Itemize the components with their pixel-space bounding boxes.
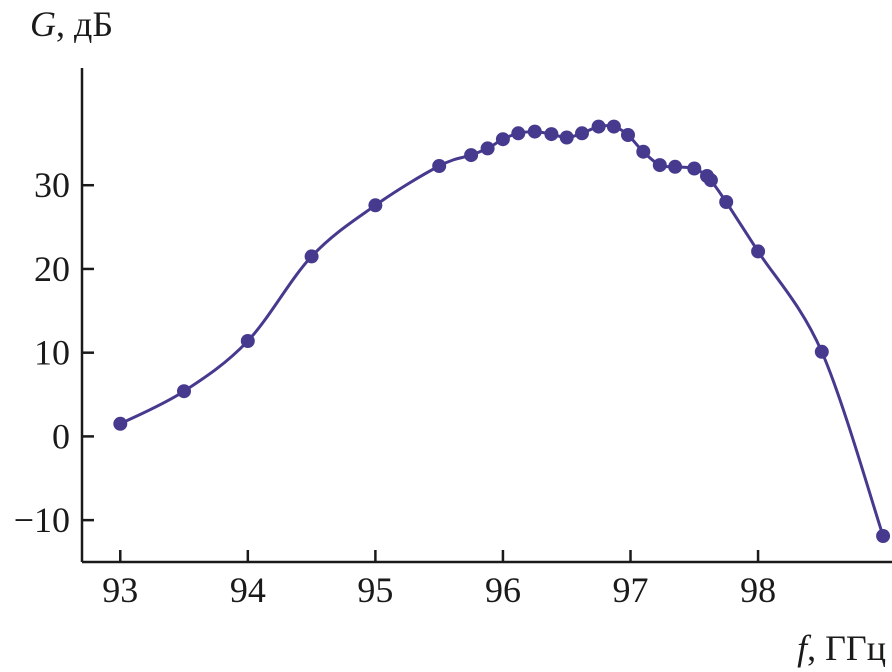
data-point [687, 161, 702, 176]
data-point [304, 249, 319, 264]
x-tick-label: 93 [102, 570, 138, 610]
data-point [876, 529, 891, 543]
gain-curve [119, 124, 885, 537]
data-point [113, 416, 128, 431]
y-axis-title: G, дБ [30, 4, 113, 44]
data-point [464, 148, 479, 163]
data-point [559, 130, 574, 145]
data-point [652, 158, 667, 173]
x-axis-title: f, ГГц [797, 628, 886, 668]
data-point [240, 334, 255, 348]
data-point [511, 126, 526, 141]
y-tick-label: 30 [34, 165, 70, 205]
data-point [368, 198, 383, 213]
y-axis: −10 0 10 20 30 [14, 68, 94, 562]
data-point [544, 127, 559, 142]
data-point [668, 159, 683, 174]
x-tick-label: 94 [230, 570, 266, 610]
y-tick-label: 0 [52, 416, 70, 456]
data-point [814, 344, 829, 359]
data-point [432, 159, 447, 173]
x-tick-label: 95 [357, 570, 393, 610]
data-point [703, 173, 718, 188]
x-tick-label: 96 [485, 570, 521, 610]
data-point [751, 244, 766, 259]
data-point [495, 132, 510, 147]
data-point [575, 126, 589, 141]
data-point [527, 124, 542, 139]
data-point [480, 141, 495, 156]
data-point [719, 195, 734, 209]
data-point [621, 128, 635, 142]
data-point [606, 119, 621, 134]
y-tick-label: −10 [14, 500, 70, 540]
x-tick-label: 98 [740, 570, 776, 610]
data-point [177, 384, 191, 399]
y-tick-label: 10 [34, 333, 70, 373]
data-point [636, 144, 651, 159]
data-points [113, 119, 891, 543]
data-point [591, 119, 606, 134]
x-axis: 93 94 95 96 97 98 [82, 550, 892, 610]
y-tick-label: 20 [34, 249, 70, 289]
x-tick-label: 97 [613, 570, 649, 610]
